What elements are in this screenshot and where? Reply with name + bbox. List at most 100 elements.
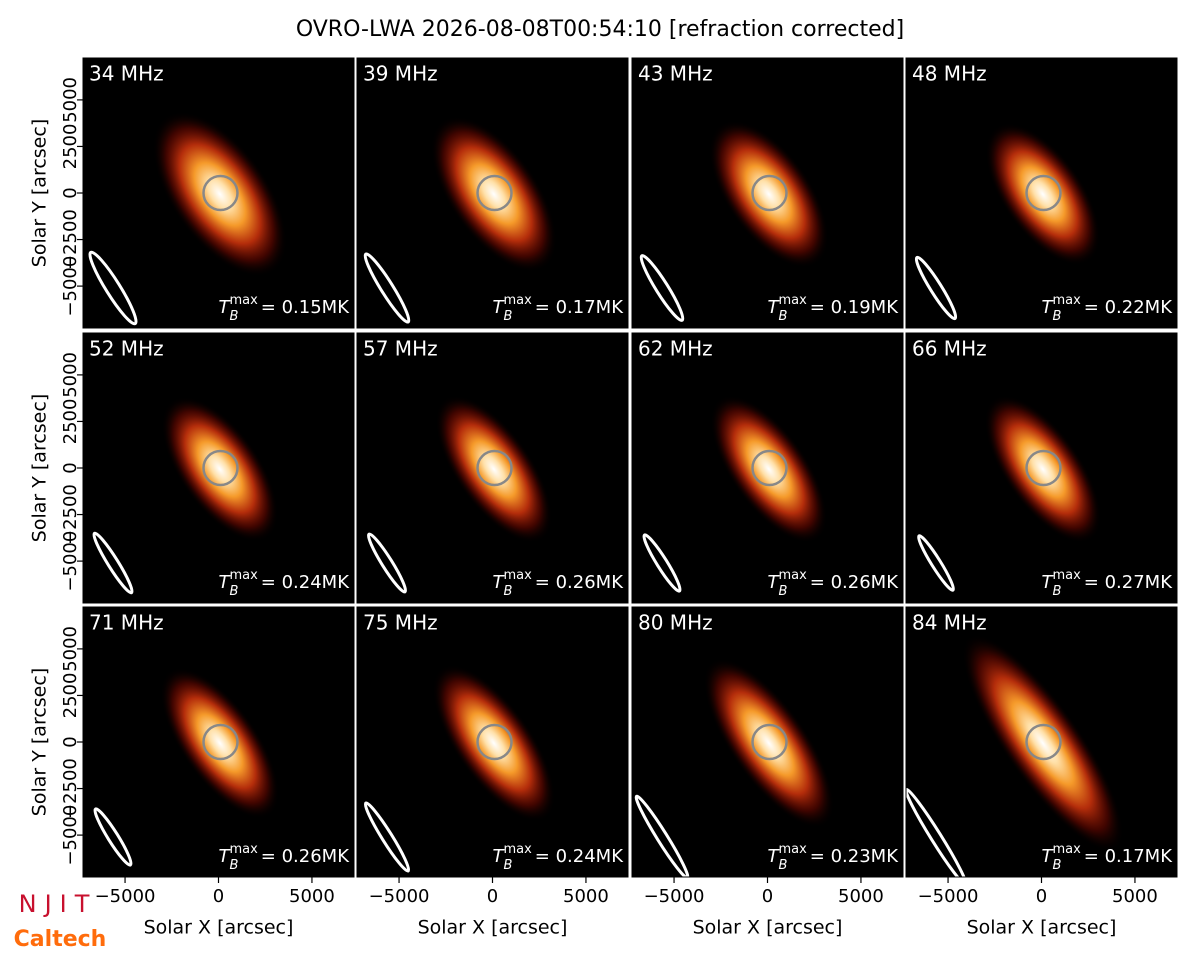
x-tick-label: −5000 <box>918 886 979 907</box>
annotation-symbol: T <box>492 297 505 318</box>
y-tick-label: −2500 <box>60 209 81 270</box>
annotation-superscript: max <box>778 842 807 857</box>
panel: 75 MHz Tmax B = 0.24MK −5000 0 5000 Solar X [ar… <box>356 606 629 939</box>
x-axis-label: Solar X [arcsec] <box>144 917 294 939</box>
annotation-text: = 0.19MK <box>810 297 899 318</box>
beam <box>93 807 133 867</box>
annotation-text: = 0.22MK <box>1084 297 1173 318</box>
annotation-superscript: max <box>1052 568 1081 583</box>
panel-frame <box>631 57 904 329</box>
annotation-subscript: B <box>229 858 238 873</box>
annotation-symbol: T <box>218 572 231 593</box>
annotation-superscript: max <box>503 293 532 308</box>
panel-title: 84 MHz <box>912 611 987 635</box>
x-tick-label: 5000 <box>563 886 609 907</box>
solar-disk <box>1025 449 1062 487</box>
y-tick-label: 0 <box>60 187 81 198</box>
y-tick-label: −2500 <box>60 758 81 819</box>
tb-max-annotation: Tmax B = 0.26MK <box>767 568 899 599</box>
x-tick-label: 5000 <box>838 886 884 907</box>
annotation-symbol: T <box>218 846 231 867</box>
panel-frame <box>905 332 1178 604</box>
tb-max-annotation: Tmax B = 0.26MK <box>218 842 350 873</box>
x-axis-label: Solar X [arcsec] <box>693 917 843 939</box>
tb-max-annotation: Tmax B = 0.17MK <box>1041 842 1173 873</box>
annotation-symbol: T <box>767 297 780 318</box>
emission <box>435 395 553 543</box>
panel-content <box>906 607 1177 877</box>
panel-content <box>906 333 1177 603</box>
panel-frame <box>356 332 629 604</box>
panel-content <box>632 333 903 603</box>
panel: 62 MHz Tmax B = 0.26MK <box>631 332 904 604</box>
panel: 80 MHz Tmax B = 0.23MK −5000 0 5000 Solar X [ar… <box>631 606 904 939</box>
beam <box>363 252 411 324</box>
annotation-superscript: max <box>1052 293 1081 308</box>
panel-content <box>906 58 1177 328</box>
annotation-superscript: max <box>229 568 258 583</box>
x-tick-label: 5000 <box>289 886 335 907</box>
annotation-subscript: B <box>1052 584 1061 599</box>
annotation-superscript: max <box>778 568 807 583</box>
solar-disk <box>476 723 513 761</box>
y-tick-label: −5000 <box>60 531 81 592</box>
x-tick-label: 0 <box>1036 886 1047 907</box>
panel-title: 34 MHz <box>89 62 164 86</box>
solar-disk <box>1025 174 1062 212</box>
annotation-superscript: max <box>503 842 532 857</box>
tb-max-annotation: Tmax B = 0.23MK <box>767 842 899 873</box>
annotation-superscript: max <box>229 842 258 857</box>
annotation-text: = 0.26MK <box>535 572 624 593</box>
logo-njit: NJIT <box>19 890 98 918</box>
annotation-symbol: T <box>767 846 780 867</box>
solar-disk <box>202 174 239 212</box>
solar-disk <box>1025 723 1062 761</box>
panel-title: 52 MHz <box>89 337 164 361</box>
panel-content <box>83 58 354 328</box>
annotation-text: = 0.26MK <box>261 846 350 867</box>
panel-frame <box>631 332 904 604</box>
annotation-subscript: B <box>503 858 512 873</box>
emission <box>985 123 1101 266</box>
annotation-text: = 0.15MK <box>261 297 350 318</box>
panel-title: 80 MHz <box>638 611 713 635</box>
solar-disk <box>751 449 788 487</box>
emission <box>962 634 1124 852</box>
annotation-superscript: max <box>1052 842 1081 857</box>
beam <box>88 250 138 326</box>
emission <box>152 111 288 277</box>
emission <box>430 116 557 273</box>
annotation-symbol: T <box>218 297 231 318</box>
emission <box>703 658 835 828</box>
panel: 71 MHz Tmax B = 0.26MK −5000 0 5000 Solar X [ar… <box>29 606 355 939</box>
x-axis-label: Solar X [arcsec] <box>967 917 1117 939</box>
tb-max-annotation: Tmax B = 0.17MK <box>492 293 624 324</box>
panel-content <box>357 607 628 877</box>
annotation-text: = 0.27MK <box>1084 572 1173 593</box>
annotation-text: = 0.24MK <box>261 572 350 593</box>
emission <box>710 395 828 543</box>
solar-disk <box>476 174 513 212</box>
annotation-superscript: max <box>778 293 807 308</box>
annotation-symbol: T <box>1041 572 1054 593</box>
panel-content <box>83 333 354 603</box>
annotation-symbol: T <box>767 572 780 593</box>
tb-max-annotation: Tmax B = 0.24MK <box>218 568 350 599</box>
y-tick-label: 5000 <box>60 352 81 398</box>
panel-title: 43 MHz <box>638 62 713 86</box>
panel: 39 MHz Tmax B = 0.17MK <box>356 57 629 329</box>
annotation-text: = 0.17MK <box>535 297 624 318</box>
annotation-subscript: B <box>229 584 238 599</box>
annotation-symbol: T <box>492 846 505 867</box>
annotation-subscript: B <box>778 584 787 599</box>
x-axis-label: Solar X [arcsec] <box>418 917 568 939</box>
annotation-superscript: max <box>503 568 532 583</box>
solar-disk <box>476 449 513 487</box>
solar-disk <box>751 723 788 761</box>
tb-max-annotation: Tmax B = 0.19MK <box>767 293 899 324</box>
y-axis-label: Solar Y [arcsec] <box>29 668 51 816</box>
beam <box>634 794 690 877</box>
annotation-subscript: B <box>229 309 238 324</box>
